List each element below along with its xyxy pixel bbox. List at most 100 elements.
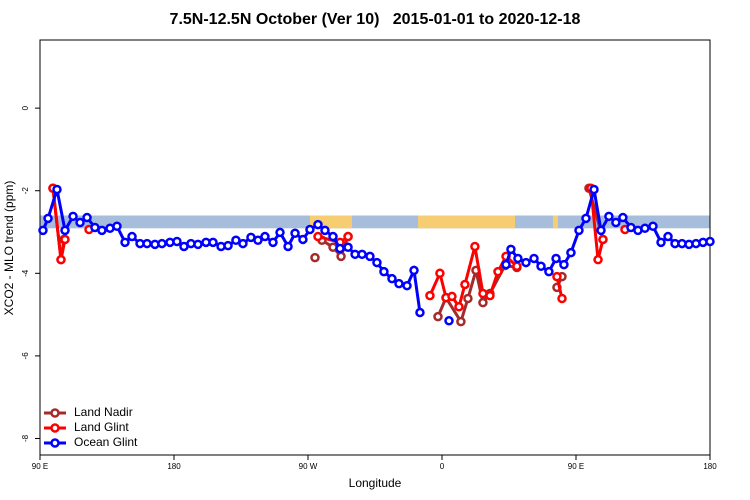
point	[485, 290, 495, 301]
point	[394, 278, 404, 289]
point	[223, 240, 233, 251]
point	[415, 307, 425, 318]
point	[142, 238, 152, 249]
x-tick-label: 180	[703, 462, 717, 471]
point	[513, 253, 523, 264]
point	[425, 290, 435, 301]
point	[343, 231, 353, 242]
point	[618, 212, 628, 223]
point	[290, 228, 300, 239]
point	[60, 234, 70, 245]
point	[435, 268, 445, 279]
point	[663, 231, 673, 242]
point	[335, 243, 345, 254]
land-band	[552, 215, 558, 229]
y-tick-label: -2	[21, 187, 30, 195]
point	[336, 251, 346, 262]
legend-label: Ocean Glint	[74, 435, 138, 449]
point	[82, 212, 92, 223]
point	[456, 316, 466, 327]
land-band	[418, 215, 515, 229]
point	[313, 231, 323, 242]
point	[208, 237, 218, 248]
legend-label: Land Glint	[74, 420, 129, 434]
point	[172, 236, 182, 247]
point	[611, 217, 621, 228]
plot-frame	[39, 39, 711, 456]
point	[56, 254, 66, 265]
point	[604, 211, 614, 222]
point	[506, 244, 516, 255]
point	[310, 252, 320, 263]
point	[705, 236, 715, 247]
y-tick-label: 0	[21, 105, 30, 110]
point	[460, 279, 470, 290]
point	[313, 219, 323, 230]
point	[157, 238, 167, 249]
point	[536, 261, 546, 272]
point	[433, 311, 443, 322]
series-line	[41, 189, 711, 313]
y-tick-label: -4	[21, 269, 30, 277]
point	[529, 253, 539, 264]
point	[512, 261, 522, 272]
point	[379, 266, 389, 277]
point	[444, 316, 454, 326]
point	[52, 184, 62, 195]
point	[493, 266, 503, 277]
point	[589, 184, 599, 195]
point	[193, 239, 203, 250]
x-tick-label: 90 E	[32, 462, 48, 471]
point	[60, 225, 70, 236]
y-tick-label: -6	[21, 352, 30, 360]
point	[231, 235, 241, 246]
point	[120, 237, 130, 248]
point	[238, 238, 248, 249]
ocean-band	[40, 215, 710, 229]
series	[49, 185, 628, 311]
point	[574, 225, 584, 236]
point	[454, 302, 464, 312]
point	[365, 251, 375, 262]
series	[38, 184, 715, 326]
point	[253, 235, 263, 246]
point	[544, 266, 554, 277]
point	[328, 231, 338, 242]
legend-marker	[50, 408, 60, 418]
point	[501, 259, 511, 270]
y-tick-label: -8	[21, 434, 30, 442]
point	[402, 280, 412, 291]
point	[640, 223, 650, 234]
point	[268, 237, 278, 248]
point	[557, 293, 567, 304]
point	[320, 225, 330, 236]
x-tick-label: 90 E	[568, 462, 584, 471]
point	[552, 282, 562, 293]
point	[372, 257, 382, 268]
x-tick-label: 0	[440, 462, 445, 471]
point	[552, 271, 562, 282]
legend-label: Land Nadir	[74, 405, 133, 419]
point	[551, 253, 561, 264]
x-tick-label: 90 W	[299, 462, 318, 471]
point	[387, 273, 397, 284]
point	[656, 237, 666, 248]
point	[127, 231, 137, 242]
legend-marker	[50, 423, 60, 433]
point	[470, 241, 480, 252]
point	[596, 225, 606, 236]
point	[447, 291, 457, 302]
point	[343, 242, 353, 253]
point	[68, 211, 78, 222]
point	[75, 217, 85, 228]
point	[409, 265, 419, 276]
point	[283, 241, 293, 252]
point	[593, 254, 603, 265]
point	[275, 227, 285, 238]
point	[521, 257, 531, 268]
chart-title: 7.5N-12.5N October (Ver 10) 2015-01-01 t…	[170, 11, 581, 28]
legend-marker	[50, 438, 60, 448]
series	[48, 183, 608, 327]
x-axis-label: Longitude	[349, 476, 402, 490]
